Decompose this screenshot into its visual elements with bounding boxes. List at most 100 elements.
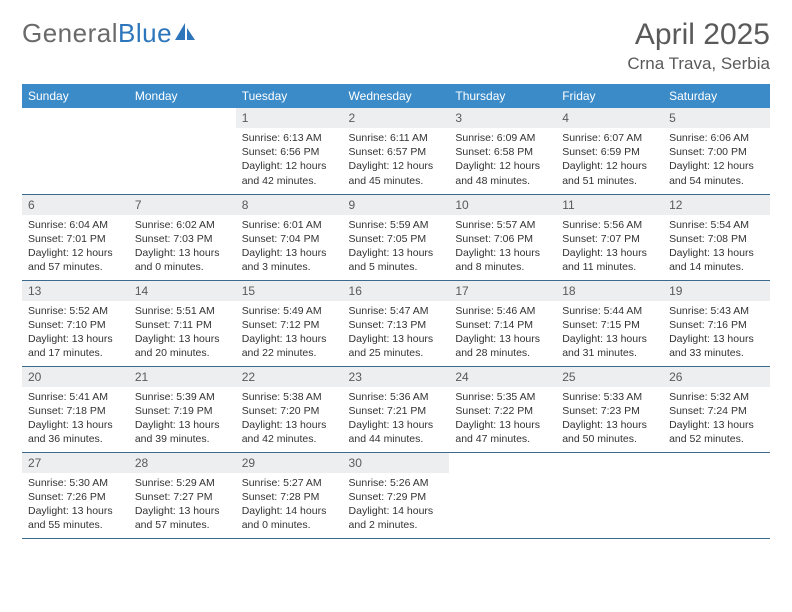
day-cell: 29Sunrise: 5:27 AMSunset: 7:28 PMDayligh… xyxy=(236,452,343,538)
day-number: 1 xyxy=(236,108,343,128)
sunset-text: Sunset: 6:58 PM xyxy=(455,145,550,159)
day-cell: 6Sunrise: 6:04 AMSunset: 7:01 PMDaylight… xyxy=(22,194,129,280)
logo-text-2: Blue xyxy=(118,18,172,49)
sunrise-text: Sunrise: 6:04 AM xyxy=(28,218,123,232)
day-number: 28 xyxy=(129,453,236,473)
day-number: 9 xyxy=(343,195,450,215)
daylight-text: Daylight: 13 hours and 22 minutes. xyxy=(242,332,337,360)
day-details: Sunrise: 5:49 AMSunset: 7:12 PMDaylight:… xyxy=(236,301,343,365)
day-header-row: SundayMondayTuesdayWednesdayThursdayFrid… xyxy=(22,84,770,108)
day-number: 6 xyxy=(22,195,129,215)
day-details: Sunrise: 5:35 AMSunset: 7:22 PMDaylight:… xyxy=(449,387,556,451)
daylight-text: Daylight: 12 hours and 45 minutes. xyxy=(349,159,444,187)
sunrise-text: Sunrise: 5:43 AM xyxy=(669,304,764,318)
sunset-text: Sunset: 7:28 PM xyxy=(242,490,337,504)
daylight-text: Daylight: 13 hours and 11 minutes. xyxy=(562,246,657,274)
day-cell: 18Sunrise: 5:44 AMSunset: 7:15 PMDayligh… xyxy=(556,280,663,366)
day-cell: 28Sunrise: 5:29 AMSunset: 7:27 PMDayligh… xyxy=(129,452,236,538)
day-cell: 16Sunrise: 5:47 AMSunset: 7:13 PMDayligh… xyxy=(343,280,450,366)
daylight-text: Daylight: 13 hours and 3 minutes. xyxy=(242,246,337,274)
daylight-text: Daylight: 13 hours and 20 minutes. xyxy=(135,332,230,360)
sunset-text: Sunset: 6:59 PM xyxy=(562,145,657,159)
page-header: GeneralBlue April 2025 Crna Trava, Serbi… xyxy=(22,18,770,74)
day-cell: 19Sunrise: 5:43 AMSunset: 7:16 PMDayligh… xyxy=(663,280,770,366)
sunrise-text: Sunrise: 5:51 AM xyxy=(135,304,230,318)
daylight-text: Daylight: 13 hours and 55 minutes. xyxy=(28,504,123,532)
day-number: 29 xyxy=(236,453,343,473)
week-row: 27Sunrise: 5:30 AMSunset: 7:26 PMDayligh… xyxy=(22,452,770,538)
day-details: Sunrise: 5:59 AMSunset: 7:05 PMDaylight:… xyxy=(343,215,450,279)
day-number: 16 xyxy=(343,281,450,301)
daylight-text: Daylight: 13 hours and 39 minutes. xyxy=(135,418,230,446)
sunrise-text: Sunrise: 6:02 AM xyxy=(135,218,230,232)
month-title: April 2025 xyxy=(627,18,770,52)
day-cell: 2Sunrise: 6:11 AMSunset: 6:57 PMDaylight… xyxy=(343,108,450,194)
daylight-text: Daylight: 13 hours and 44 minutes. xyxy=(349,418,444,446)
day-cell xyxy=(449,452,556,538)
day-cell: 14Sunrise: 5:51 AMSunset: 7:11 PMDayligh… xyxy=(129,280,236,366)
week-row: 1Sunrise: 6:13 AMSunset: 6:56 PMDaylight… xyxy=(22,108,770,194)
week-row: 6Sunrise: 6:04 AMSunset: 7:01 PMDaylight… xyxy=(22,194,770,280)
day-number: 30 xyxy=(343,453,450,473)
calendar-body: 1Sunrise: 6:13 AMSunset: 6:56 PMDaylight… xyxy=(22,108,770,538)
sunrise-text: Sunrise: 5:38 AM xyxy=(242,390,337,404)
day-number: 7 xyxy=(129,195,236,215)
day-number: 20 xyxy=(22,367,129,387)
day-header: Tuesday xyxy=(236,84,343,108)
day-cell: 5Sunrise: 6:06 AMSunset: 7:00 PMDaylight… xyxy=(663,108,770,194)
sunset-text: Sunset: 7:29 PM xyxy=(349,490,444,504)
daylight-text: Daylight: 13 hours and 57 minutes. xyxy=(135,504,230,532)
day-number: 5 xyxy=(663,108,770,128)
sunrise-text: Sunrise: 5:36 AM xyxy=(349,390,444,404)
day-header: Wednesday xyxy=(343,84,450,108)
sunrise-text: Sunrise: 5:59 AM xyxy=(349,218,444,232)
day-number: 21 xyxy=(129,367,236,387)
day-cell: 21Sunrise: 5:39 AMSunset: 7:19 PMDayligh… xyxy=(129,366,236,452)
day-cell xyxy=(556,452,663,538)
day-number: 22 xyxy=(236,367,343,387)
day-details: Sunrise: 5:38 AMSunset: 7:20 PMDaylight:… xyxy=(236,387,343,451)
sunrise-text: Sunrise: 5:46 AM xyxy=(455,304,550,318)
day-details: Sunrise: 5:56 AMSunset: 7:07 PMDaylight:… xyxy=(556,215,663,279)
sunrise-text: Sunrise: 5:41 AM xyxy=(28,390,123,404)
day-cell: 12Sunrise: 5:54 AMSunset: 7:08 PMDayligh… xyxy=(663,194,770,280)
day-details: Sunrise: 6:13 AMSunset: 6:56 PMDaylight:… xyxy=(236,128,343,192)
day-details: Sunrise: 6:04 AMSunset: 7:01 PMDaylight:… xyxy=(22,215,129,279)
daylight-text: Daylight: 12 hours and 42 minutes. xyxy=(242,159,337,187)
week-row: 20Sunrise: 5:41 AMSunset: 7:18 PMDayligh… xyxy=(22,366,770,452)
day-number: 14 xyxy=(129,281,236,301)
day-number: 15 xyxy=(236,281,343,301)
day-cell: 3Sunrise: 6:09 AMSunset: 6:58 PMDaylight… xyxy=(449,108,556,194)
day-details: Sunrise: 5:51 AMSunset: 7:11 PMDaylight:… xyxy=(129,301,236,365)
sunrise-text: Sunrise: 5:54 AM xyxy=(669,218,764,232)
sunset-text: Sunset: 7:26 PM xyxy=(28,490,123,504)
day-details: Sunrise: 5:44 AMSunset: 7:15 PMDaylight:… xyxy=(556,301,663,365)
sunset-text: Sunset: 7:19 PM xyxy=(135,404,230,418)
daylight-text: Daylight: 13 hours and 31 minutes. xyxy=(562,332,657,360)
day-details: Sunrise: 6:01 AMSunset: 7:04 PMDaylight:… xyxy=(236,215,343,279)
day-details: Sunrise: 6:06 AMSunset: 7:00 PMDaylight:… xyxy=(663,128,770,192)
day-cell: 20Sunrise: 5:41 AMSunset: 7:18 PMDayligh… xyxy=(22,366,129,452)
day-cell xyxy=(129,108,236,194)
day-number: 2 xyxy=(343,108,450,128)
sunset-text: Sunset: 7:10 PM xyxy=(28,318,123,332)
day-number: 26 xyxy=(663,367,770,387)
day-details: Sunrise: 5:29 AMSunset: 7:27 PMDaylight:… xyxy=(129,473,236,537)
day-details: Sunrise: 5:36 AMSunset: 7:21 PMDaylight:… xyxy=(343,387,450,451)
sunrise-text: Sunrise: 5:49 AM xyxy=(242,304,337,318)
day-details: Sunrise: 5:33 AMSunset: 7:23 PMDaylight:… xyxy=(556,387,663,451)
day-cell: 24Sunrise: 5:35 AMSunset: 7:22 PMDayligh… xyxy=(449,366,556,452)
day-cell: 22Sunrise: 5:38 AMSunset: 7:20 PMDayligh… xyxy=(236,366,343,452)
day-number: 3 xyxy=(449,108,556,128)
daylight-text: Daylight: 14 hours and 2 minutes. xyxy=(349,504,444,532)
day-cell: 8Sunrise: 6:01 AMSunset: 7:04 PMDaylight… xyxy=(236,194,343,280)
sunrise-text: Sunrise: 6:11 AM xyxy=(349,131,444,145)
sunrise-text: Sunrise: 5:30 AM xyxy=(28,476,123,490)
day-number: 12 xyxy=(663,195,770,215)
day-cell: 27Sunrise: 5:30 AMSunset: 7:26 PMDayligh… xyxy=(22,452,129,538)
sunset-text: Sunset: 7:12 PM xyxy=(242,318,337,332)
sunrise-text: Sunrise: 5:44 AM xyxy=(562,304,657,318)
day-details: Sunrise: 5:46 AMSunset: 7:14 PMDaylight:… xyxy=(449,301,556,365)
day-details: Sunrise: 6:02 AMSunset: 7:03 PMDaylight:… xyxy=(129,215,236,279)
day-header: Monday xyxy=(129,84,236,108)
